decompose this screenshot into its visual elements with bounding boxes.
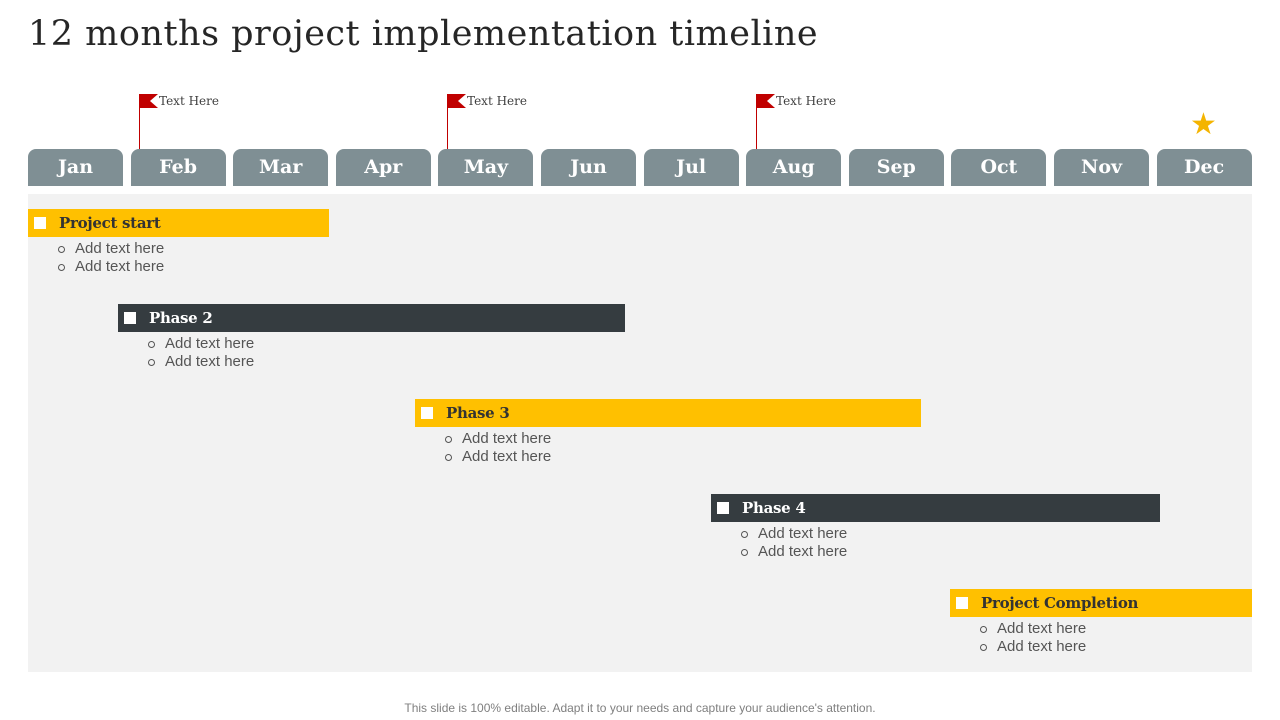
flag-icon: [140, 94, 158, 108]
month-tab: Jul: [643, 149, 739, 186]
circle-bullet-icon: [741, 530, 748, 538]
flag-icon: [448, 94, 466, 108]
flag-pole: [756, 94, 757, 150]
list-item: Add text here: [980, 638, 1252, 656]
flag-pole: [139, 94, 140, 150]
circle-bullet-icon: [980, 625, 987, 633]
list-item: Add text here: [58, 258, 329, 276]
list-item-text: Add text here: [75, 258, 165, 275]
phase-4: Phase 4 Add text here Add text here: [711, 494, 1160, 561]
phase-bar: Phase 2: [118, 304, 625, 332]
list-item-text: Add text here: [165, 353, 255, 370]
list-item-text: Add text here: [462, 430, 552, 447]
list-item-text: Add text here: [462, 448, 552, 465]
phase-project-completion: Project Completion Add text here Add tex…: [950, 589, 1252, 656]
phase-label: Project start: [59, 214, 161, 232]
phase-3: Phase 3 Add text here Add text here: [415, 399, 921, 466]
phase-label: Phase 3: [446, 404, 510, 422]
star-icon: ★: [1190, 108, 1217, 141]
checkbox-icon: [34, 217, 46, 229]
phase-items: Add text here Add text here: [118, 335, 625, 371]
phase-items: Add text here Add text here: [28, 240, 329, 276]
month-tab: Oct: [951, 149, 1047, 186]
month-tab: Mar: [233, 149, 329, 186]
list-item: Add text here: [445, 448, 921, 466]
circle-bullet-icon: [741, 548, 748, 556]
flag-label: Text Here: [159, 94, 219, 108]
list-item-text: Add text here: [997, 620, 1087, 637]
phase-label: Phase 4: [742, 499, 806, 517]
list-item-text: Add text here: [165, 335, 255, 352]
checkbox-icon: [124, 312, 136, 324]
circle-bullet-icon: [980, 643, 987, 651]
checkbox-icon: [421, 407, 433, 419]
month-tab: Apr: [335, 149, 431, 186]
month-tab: May: [438, 149, 534, 186]
milestone-flag: Text Here: [756, 94, 876, 150]
circle-bullet-icon: [445, 453, 452, 461]
list-item: Add text here: [741, 543, 1160, 561]
month-tab: Dec: [1156, 149, 1252, 186]
phase-2: Phase 2 Add text here Add text here: [118, 304, 625, 371]
list-item: Add text here: [980, 620, 1252, 638]
circle-bullet-icon: [445, 435, 452, 443]
circle-bullet-icon: [148, 340, 155, 348]
list-item-text: Add text here: [758, 543, 848, 560]
phase-items: Add text here Add text here: [711, 525, 1160, 561]
list-item: Add text here: [148, 335, 625, 353]
list-item: Add text here: [58, 240, 329, 258]
flag-icon: [757, 94, 775, 108]
flag-pole: [447, 94, 448, 150]
flag-label: Text Here: [776, 94, 836, 108]
list-item-text: Add text here: [997, 638, 1087, 655]
list-item-text: Add text here: [758, 525, 848, 542]
page-title: 12 months project implementation timelin…: [28, 14, 819, 54]
list-item: Add text here: [148, 353, 625, 371]
month-tab: Nov: [1054, 149, 1149, 186]
phase-label: Project Completion: [981, 594, 1139, 612]
list-item: Add text here: [445, 430, 921, 448]
month-header: Jan Feb Mar Apr May Jun Jul Aug Sep Oct …: [28, 149, 1252, 186]
circle-bullet-icon: [148, 358, 155, 366]
flag-label: Text Here: [467, 94, 527, 108]
phase-items: Add text here Add text here: [950, 620, 1252, 656]
list-item: Add text here: [741, 525, 1160, 543]
month-tab: Jun: [541, 149, 636, 186]
phase-bar: Project start: [28, 209, 329, 237]
phase-label: Phase 2: [149, 309, 213, 327]
phase-bar: Project Completion: [950, 589, 1252, 617]
footer-note: This slide is 100% editable. Adapt it to…: [404, 701, 876, 715]
circle-bullet-icon: [58, 263, 65, 271]
phase-bar: Phase 3: [415, 399, 921, 427]
month-tab: Sep: [848, 149, 944, 186]
checkbox-icon: [956, 597, 968, 609]
month-tab: Feb: [130, 149, 226, 186]
milestone-flag: Text Here: [447, 94, 567, 150]
month-tab: Aug: [746, 149, 842, 186]
checkbox-icon: [717, 502, 729, 514]
phase-project-start: Project start Add text here Add text her…: [28, 209, 329, 276]
phase-items: Add text here Add text here: [415, 430, 921, 466]
milestone-flag: Text Here: [139, 94, 259, 150]
circle-bullet-icon: [58, 245, 65, 253]
month-tab: Jan: [28, 149, 123, 186]
phase-bar: Phase 4: [711, 494, 1160, 522]
list-item-text: Add text here: [75, 240, 165, 257]
